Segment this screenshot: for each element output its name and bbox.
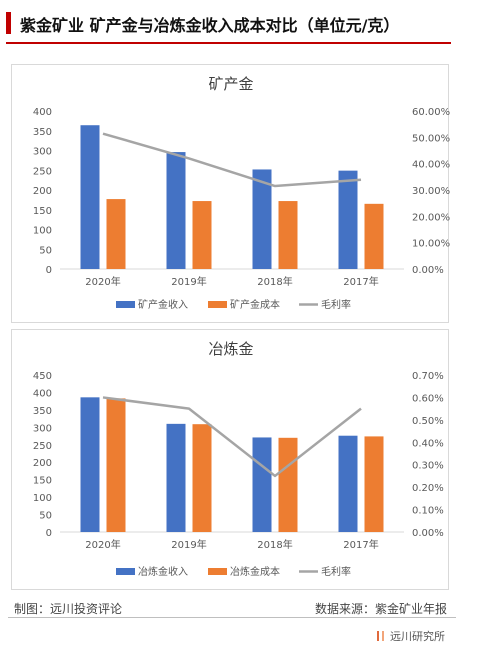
y2-tick-label: 30.00% xyxy=(412,186,450,197)
y2-tick-label: 0.00% xyxy=(412,265,444,276)
brand-text: 远川研究所 xyxy=(390,630,445,643)
chart-svg: 冶炼金 0 50 100 150 200 250 300 350 400 450 0.00% 0.10%… xyxy=(33,340,444,578)
mine-gold-cost-bar xyxy=(192,201,212,269)
mine-gold-cost-bar xyxy=(106,199,126,269)
brand-mark-icon xyxy=(377,631,379,641)
legend-swatch xyxy=(208,301,227,308)
smelt-gold-cost-bar xyxy=(364,436,384,532)
y-tick-label: 200 xyxy=(33,458,52,469)
y2-tick-label: 10.00% xyxy=(412,239,450,250)
y2-tick-label: 0.30% xyxy=(412,461,444,472)
smelt-gold-cost-bar xyxy=(192,424,212,532)
smelt-gold-margin-line xyxy=(102,396,362,478)
y-tick-label: 250 xyxy=(33,166,52,177)
legend-swatch xyxy=(208,568,227,575)
x-tick-label: 2020年 xyxy=(85,275,120,288)
legend-label: 矿产金收入 xyxy=(138,298,188,311)
mine-gold-income-bar xyxy=(338,170,358,269)
y2-tick-label: 20.00% xyxy=(412,212,450,223)
mine-gold-margin-line xyxy=(102,132,362,188)
smelt-gold-income-bar xyxy=(338,435,358,532)
footer-credit: 制图：远川投资评论 xyxy=(14,602,123,616)
y-tick-label: 0 xyxy=(46,528,52,539)
title-underline xyxy=(6,42,451,44)
legend-label: 毛利率 xyxy=(321,298,351,311)
chart-title: 冶炼金 xyxy=(208,340,253,358)
x-tick-label: 2019年 xyxy=(171,538,206,551)
y2-tick-label: 0.10% xyxy=(412,506,444,517)
y2-tick-label: 0.60% xyxy=(412,393,444,404)
y-tick-label: 450 xyxy=(33,371,52,382)
y2-tick-label: 0.40% xyxy=(412,438,444,449)
legend-swatch xyxy=(116,568,135,575)
legend-label: 矿产金成本 xyxy=(230,298,280,311)
y-tick-label: 150 xyxy=(33,206,52,217)
y-tick-label: 0 xyxy=(46,265,52,276)
legend-label: 毛利率 xyxy=(321,565,351,578)
footer-divider xyxy=(8,617,456,618)
chart-panel-smelt-gold: 冶炼金 0 50 100 150 200 250 300 350 400 450 0.00% 0.10%… xyxy=(11,329,449,590)
title-accent-bar xyxy=(6,12,11,34)
y-tick-label: 250 xyxy=(33,441,52,452)
brand-label: 远川研究所 xyxy=(377,628,445,644)
legend-label: 冶炼金成本 xyxy=(230,565,280,578)
y-tick-label: 50 xyxy=(39,511,52,522)
y-tick-label: 50 xyxy=(39,245,52,256)
smelt-gold-cost-bar xyxy=(106,398,126,532)
x-tick-label: 2018年 xyxy=(257,538,292,551)
chart-title: 矿产金 xyxy=(208,75,253,93)
y-tick-label: 400 xyxy=(33,107,52,118)
y-tick-label: 100 xyxy=(33,493,52,504)
y-tick-label: 300 xyxy=(33,147,52,158)
y2-tick-label: 0.70% xyxy=(412,371,444,382)
x-tick-label: 2019年 xyxy=(171,275,206,288)
y-tick-label: 400 xyxy=(33,388,52,399)
y-tick-label: 150 xyxy=(33,476,52,487)
chart-svg: 矿产金 0 50 100 150 200 250 300 350 400 0.00% 10.00% 20… xyxy=(33,75,450,311)
y-tick-label: 300 xyxy=(33,423,52,434)
smelt-gold-income-bar xyxy=(80,397,100,532)
legend-swatch xyxy=(116,301,135,308)
smelt-gold-income-bar xyxy=(166,423,186,532)
y2-tick-label: 0.20% xyxy=(412,483,444,494)
y2-tick-label: 40.00% xyxy=(412,160,450,171)
y2-tick-label: 0.50% xyxy=(412,416,444,427)
brand-mark-icon-2 xyxy=(382,631,384,641)
y2-tick-label: 50.00% xyxy=(412,133,450,144)
page-title: 紫金矿业 矿产金与冶炼金收入成本对比（单位元/克） xyxy=(20,16,400,35)
mine-gold-cost-bar xyxy=(364,203,384,269)
footer-source: 数据来源：紫金矿业年报 xyxy=(314,602,447,616)
x-tick-label: 2017年 xyxy=(343,538,378,551)
smelt-gold-cost-bar xyxy=(278,437,298,532)
y2-tick-label: 60.00% xyxy=(412,107,450,118)
y-tick-label: 350 xyxy=(33,406,52,417)
y-tick-label: 200 xyxy=(33,186,52,197)
mine-gold-income-bar xyxy=(252,169,272,269)
header: 紫金矿业 矿产金与冶炼金收入成本对比（单位元/克） xyxy=(6,4,476,38)
y2-tick-label: 0.00% xyxy=(412,528,444,539)
legend-label: 冶炼金收入 xyxy=(138,565,188,578)
x-tick-label: 2020年 xyxy=(85,538,120,551)
y-tick-label: 350 xyxy=(33,127,52,138)
x-tick-label: 2018年 xyxy=(257,275,292,288)
y-tick-label: 100 xyxy=(33,226,52,237)
mine-gold-income-bar xyxy=(80,125,100,269)
smelt-gold-income-bar xyxy=(252,437,272,532)
mine-gold-cost-bar xyxy=(278,201,298,269)
mine-gold-income-bar xyxy=(166,152,186,269)
chart-panel-mine-gold: 矿产金 0 50 100 150 200 250 300 350 400 0.00% 10.00% 20… xyxy=(11,64,450,323)
x-tick-label: 2017年 xyxy=(343,275,378,288)
